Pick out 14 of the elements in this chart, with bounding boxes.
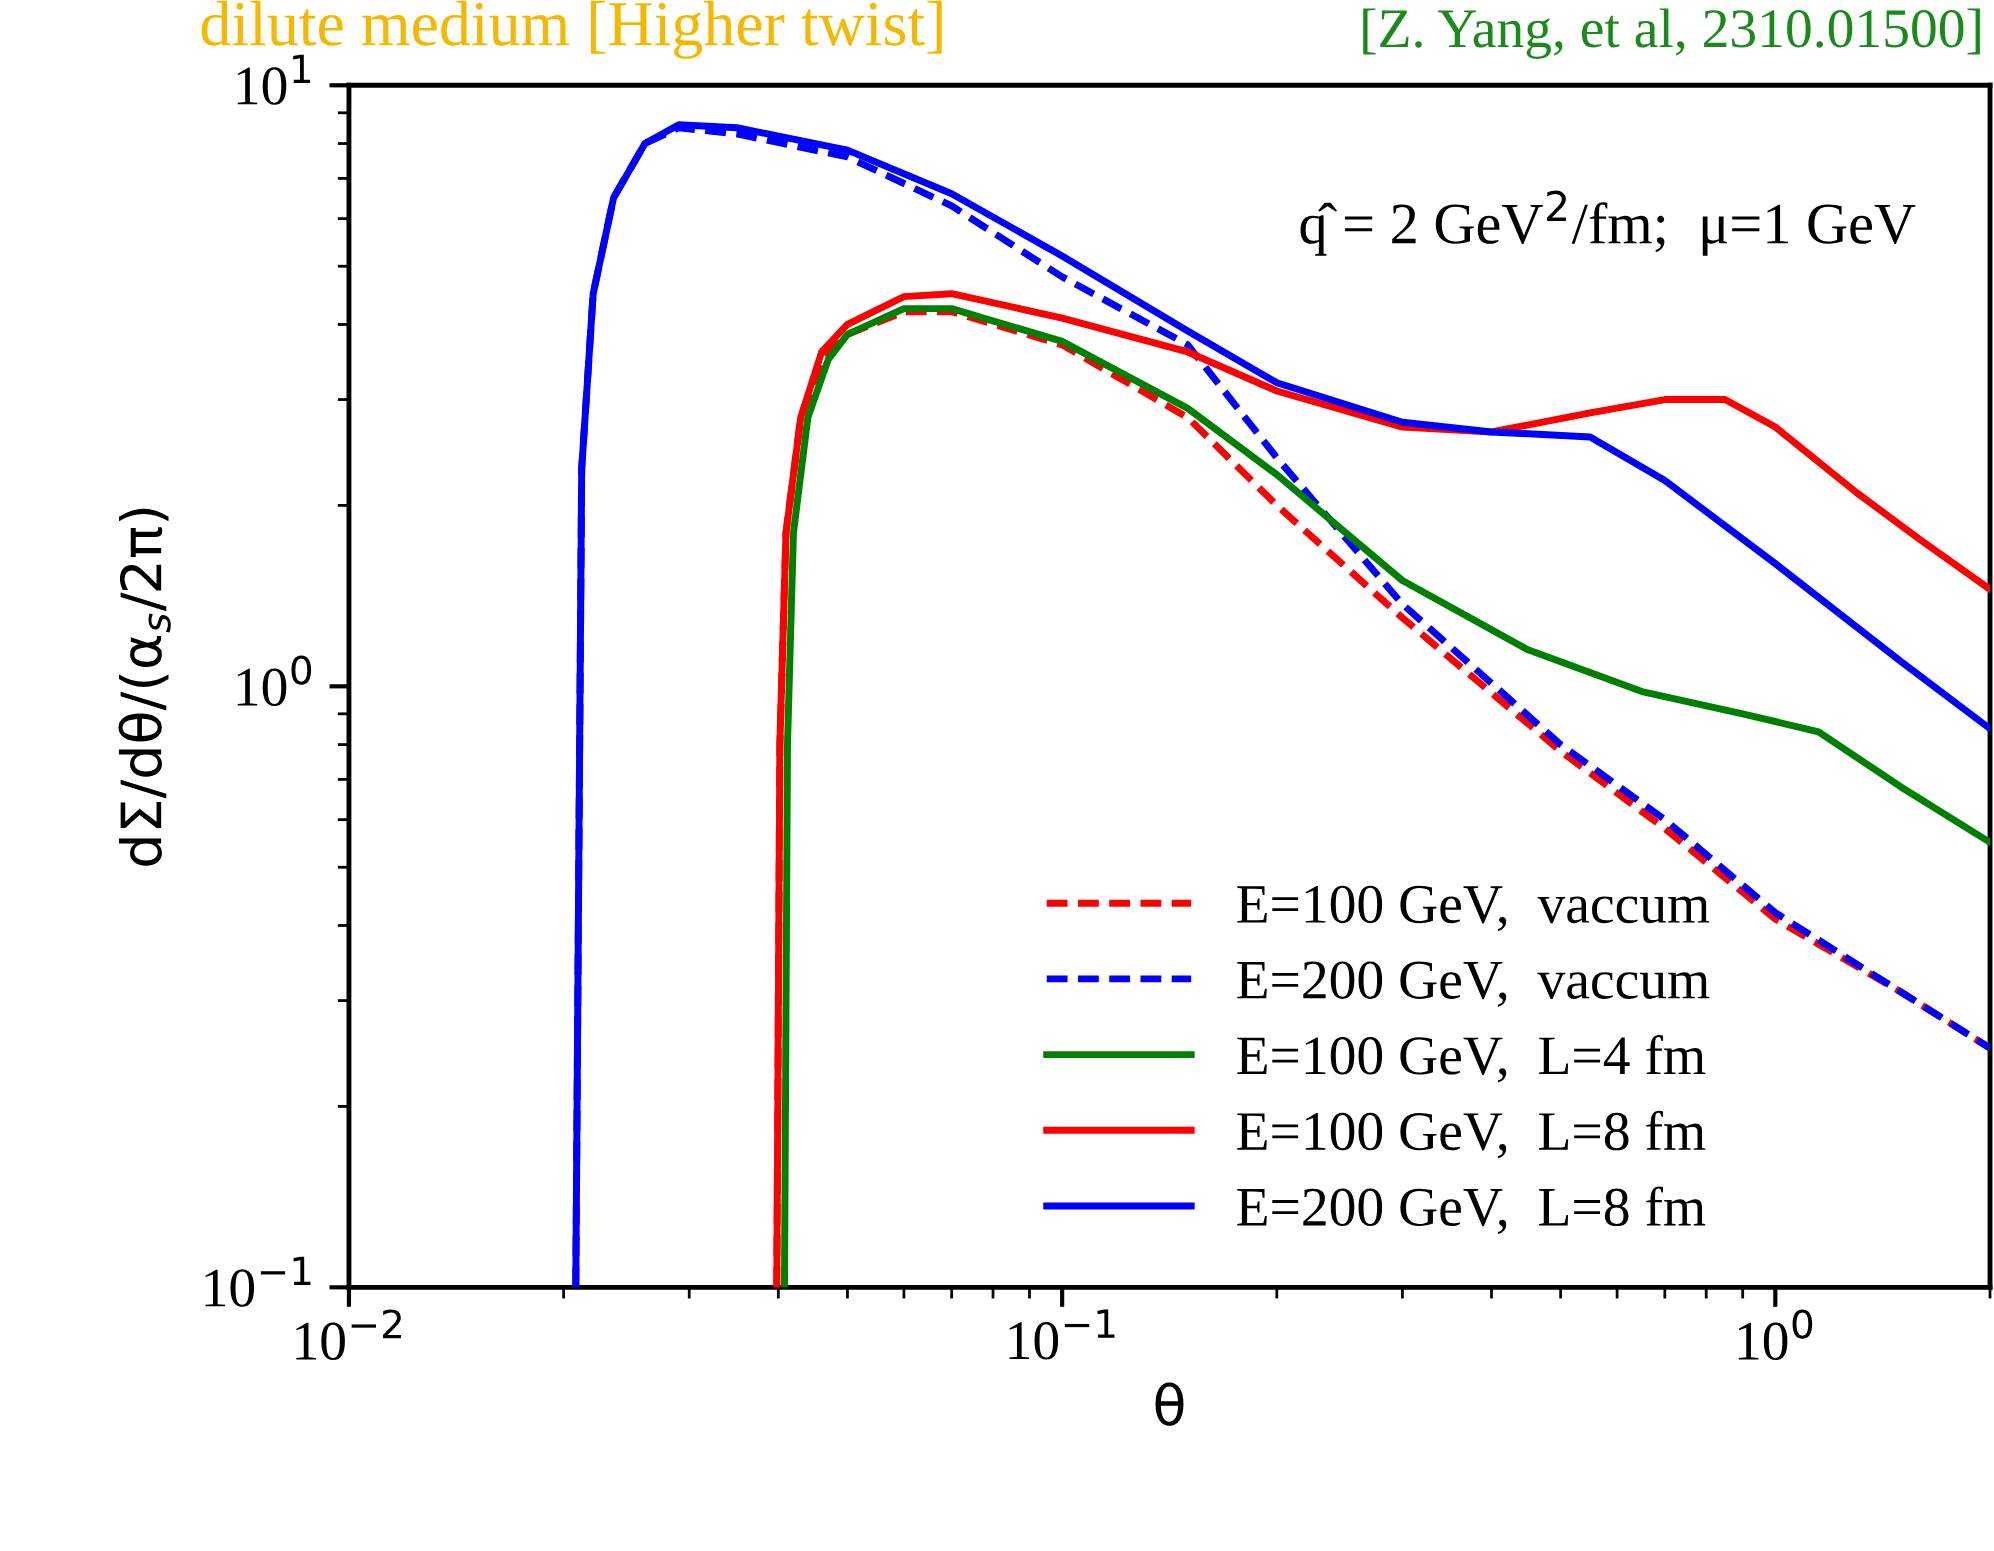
y-axis-title: dΣ/dθ/(α$_{s}$/2π) <box>118 508 171 866</box>
x-tick-label: 10$^{0}$ <box>1738 1309 1813 1361</box>
legend-label: E=100 GeV, vaccum <box>1237 885 1710 932</box>
legend-label: E=200 GeV, vaccum <box>1237 961 1710 1007</box>
legend-label: E=200 GeV, L=8 fm <box>1237 1186 1706 1235</box>
y-tick-label: 10$^{0}$ <box>237 655 312 707</box>
y-tick-label: 10$^{−1}$ <box>205 1256 311 1307</box>
x-tick-label: 10$^{−2}$ <box>296 1309 401 1361</box>
text: [Z. Yang, et al, 2310.01500] <box>1363 8 1980 59</box>
x-axis-title: θ <box>1155 1382 1184 1426</box>
x-tick-label: 10$^{−1}$ <box>1009 1309 1115 1360</box>
annotation: q̂ = 2 GeV$^{2}$/fm; μ=1 GeV <box>1300 190 1916 256</box>
legend-label: E=100 GeV, L=8 fm <box>1237 1110 1706 1159</box>
legend-label: E=100 GeV, L=4 fm <box>1237 1034 1706 1083</box>
